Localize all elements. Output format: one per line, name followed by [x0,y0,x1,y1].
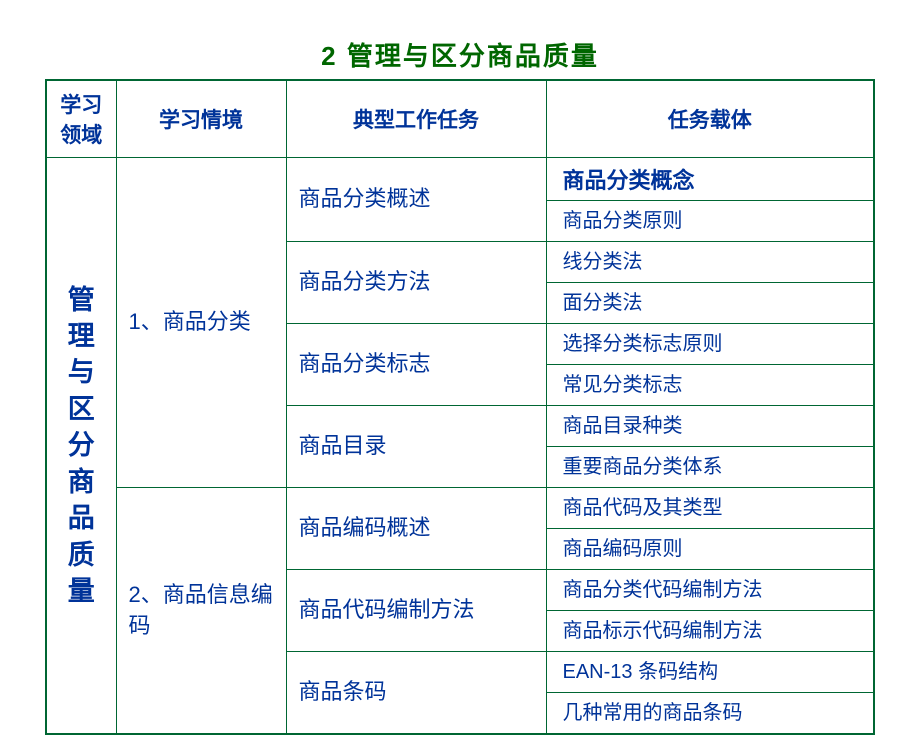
header-task: 典型工作任务 [286,80,546,158]
curriculum-table: 学习领域 学习情境 典型工作任务 任务载体 管 理 与 区 分 商 品 质 量 … [45,79,875,735]
header-carrier: 任务载体 [546,80,874,158]
carrier-2a: 线分类法 [546,242,874,283]
page-title: 2 管理与区分商品质量 [0,0,920,79]
carrier-3b: 常见分类标志 [546,365,874,406]
header-row: 学习领域 学习情境 典型工作任务 任务载体 [46,80,874,158]
carrier-6b: 商品标示代码编制方法 [546,611,874,652]
situation-1: 1、商品分类 [116,158,286,488]
carrier-1a: 商品分类概念 [546,158,874,201]
domain-char: 质 [55,537,108,573]
carrier-7a: EAN-13 条码结构 [546,652,874,693]
domain-char: 管 [55,282,108,318]
domain-char: 区 [55,391,108,427]
table-row: 2、商品信息编码 商品编码概述 商品代码及其类型 [46,488,874,529]
task-3: 商品分类标志 [286,324,546,406]
task-2: 商品分类方法 [286,242,546,324]
domain-char: 量 [55,573,108,609]
carrier-3a: 选择分类标志原则 [546,324,874,365]
carrier-5b: 商品编码原则 [546,529,874,570]
task-7: 商品条码 [286,652,546,735]
header-situation: 学习情境 [116,80,286,158]
domain-char: 与 [55,354,108,390]
task-1: 商品分类概述 [286,158,546,242]
carrier-1b: 商品分类原则 [546,201,874,242]
domain-char: 商 [55,464,108,500]
carrier-4a: 商品目录种类 [546,406,874,447]
domain-cell: 管 理 与 区 分 商 品 质 量 [46,158,116,735]
situation-2: 2、商品信息编码 [116,488,286,735]
domain-char: 理 [55,318,108,354]
carrier-5a: 商品代码及其类型 [546,488,874,529]
header-domain: 学习领域 [46,80,116,158]
domain-char: 品 [55,500,108,536]
carrier-2b: 面分类法 [546,283,874,324]
carrier-7b: 几种常用的商品条码 [546,693,874,735]
task-4: 商品目录 [286,406,546,488]
task-5: 商品编码概述 [286,488,546,570]
table-row: 管 理 与 区 分 商 品 质 量 1、商品分类 商品分类概述 商品分类概念 [46,158,874,201]
carrier-4b: 重要商品分类体系 [546,447,874,488]
carrier-6a: 商品分类代码编制方法 [546,570,874,611]
domain-char: 分 [55,427,108,463]
task-6: 商品代码编制方法 [286,570,546,652]
